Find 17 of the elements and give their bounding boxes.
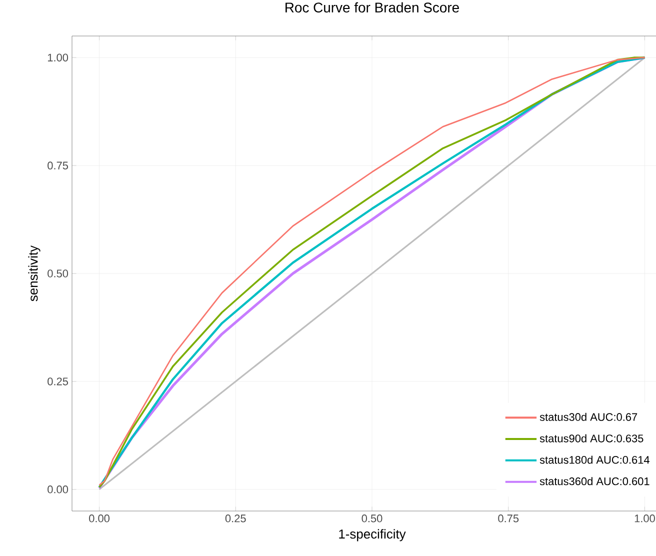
y-tick-label: 0.00 bbox=[48, 486, 68, 494]
x-tick-label: 0.50 bbox=[362, 514, 382, 522]
legend-label: status180d AUC:0.614 bbox=[540, 456, 650, 464]
y-tick-label: 0.50 bbox=[48, 270, 68, 278]
legend-label: status30d AUC:0.67 bbox=[540, 412, 638, 421]
x-tick-label: 0.25 bbox=[225, 514, 246, 522]
legend-label: status360d AUC:0.601 bbox=[540, 477, 650, 486]
y-tick-label: 0.25 bbox=[48, 378, 68, 386]
chart-title: Roc Curve for Braden Score bbox=[286, 2, 459, 12]
x-tick-label: 0.75 bbox=[498, 514, 519, 522]
x-axis-title: 1-specificity bbox=[339, 529, 406, 542]
x-tick-label: 0.00 bbox=[89, 514, 110, 522]
legend-label: status90d AUC:0.635 bbox=[540, 434, 644, 442]
y-tick-label: 0.75 bbox=[48, 162, 68, 170]
x-tick-label: 1.00 bbox=[634, 514, 655, 522]
y-axis-title: sensitivity bbox=[28, 245, 40, 302]
y-tick-label: 1.00 bbox=[48, 54, 68, 62]
